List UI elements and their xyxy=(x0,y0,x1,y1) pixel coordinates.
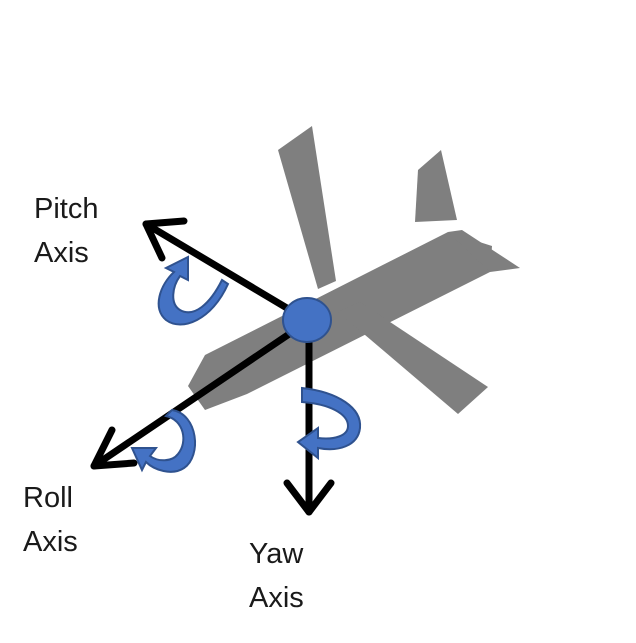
roll-axis-arrowhead xyxy=(90,426,138,470)
pitch-axis-arrowhead xyxy=(142,217,188,262)
axes xyxy=(90,217,335,516)
center-of-gravity-point xyxy=(282,297,332,343)
rotation-arrows xyxy=(130,255,362,473)
yaw-axis-label: Yaw Axis xyxy=(249,532,304,620)
airplane-silhouette xyxy=(188,126,520,414)
roll-axis-line xyxy=(90,318,311,470)
yaw-axis-label-line2: Axis xyxy=(249,582,304,614)
roll-rotation-arrow-icon xyxy=(130,408,197,473)
airplane-fuselage xyxy=(188,232,492,410)
airplane-tail-fin xyxy=(415,150,457,222)
yaw-rotation-arrow-icon xyxy=(296,386,362,461)
pitch-axis-label-line2: Axis xyxy=(34,237,89,269)
pitch-axis-line xyxy=(142,220,311,324)
roll-axis-label-line1: Roll xyxy=(23,482,73,514)
airplane-wing-upper xyxy=(278,126,336,289)
yaw-axis-arrowhead xyxy=(283,479,335,516)
pitch-axis-label: Pitch Axis xyxy=(34,187,98,275)
pitch-axis-label-line1: Pitch xyxy=(34,193,99,225)
airplane-wing-lower xyxy=(338,302,488,414)
roll-axis-label: Roll Axis xyxy=(23,476,78,564)
airplane-tail-stabilizer xyxy=(448,230,520,272)
roll-axis-label-line2: Axis xyxy=(23,526,78,558)
yaw-axis-label-line1: Yaw xyxy=(249,538,304,570)
pitch-rotation-arrow-icon xyxy=(157,255,230,326)
